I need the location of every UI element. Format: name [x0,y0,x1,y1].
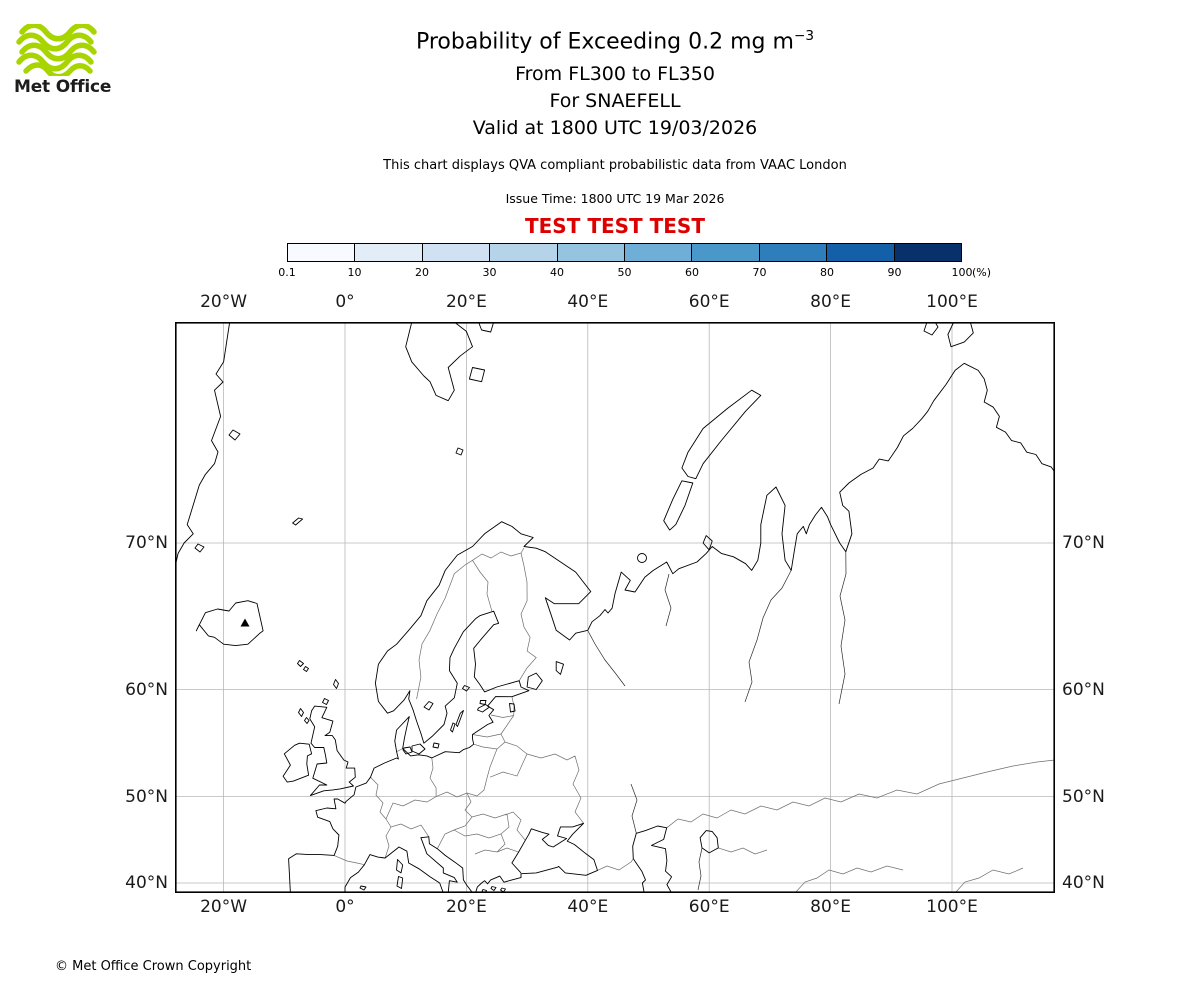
volcano-marker [240,618,250,627]
colorbar-tick-label: 80 [820,266,834,279]
colorbar-tick-label: 0.1 [278,266,296,279]
met-office-logo: Met Office [14,24,124,97]
colorbar-segment [758,244,827,261]
colorbar-tick-label: 50 [617,266,632,279]
coastlines [175,322,1055,893]
flight-levels-subtitle: From FL300 to FL350 [515,63,715,85]
met-office-logo-text: Met Office [14,77,112,97]
colorbar-tick-label: 100 [951,266,973,279]
chart-header: Probability of Exceeding 0.2 mg m−3 From… [175,0,1055,240]
copyright-notice: © Met Office Crown Copyright [55,959,252,974]
lat-label-left: 60°N [125,679,168,700]
colorbar-tick-label: 30 [482,266,497,279]
valid-time-subtitle: Valid at 1800 UTC 19/03/2026 [472,117,758,139]
lon-label-bottom: 100°E [926,897,978,917]
lon-label-bottom: 20°W [200,897,248,917]
lat-label-left: 70°N [125,533,168,553]
colorbar-segment [354,244,422,261]
lon-label-top: 20°E [445,292,487,312]
lon-label-top: 40°E [567,292,609,312]
rivers [587,551,847,891]
qva-description: This chart displays QVA compliant probab… [383,158,847,173]
lat-label-right: 60°N [1062,679,1105,700]
colorbar-segment [893,244,962,261]
lat-label-left: 50°N [125,786,168,807]
colorbar-tick-label: 60 [685,266,699,279]
lon-label-bottom: 20°E [445,897,487,917]
map-canvas [175,322,1055,893]
colorbar-tick-label: 70 [752,266,767,279]
lon-label-bottom: 60°E [688,897,730,917]
colorbar-tick-label: 10 [347,266,362,279]
lon-label-top: 100°E [926,292,978,312]
colorbar-segments [288,244,962,261]
probability-colorbar [287,243,962,262]
colorbar-segment [826,244,894,261]
lat-label-left: 40°N [125,873,168,893]
chart-title-exponent: −3 [793,28,815,44]
map-frame [175,322,1055,893]
graticule-grid [175,322,1055,893]
colorbar-segment [489,244,557,261]
lat-label-right: 50°N [1062,786,1105,807]
lon-label-top: 80°E [810,292,852,312]
met-office-waves-icon [16,24,97,76]
test-banner: TEST TEST TEST [525,214,705,238]
lon-label-top: 60°E [688,292,730,312]
colorbar-ticks: 0.1 10 20 30 40 50 60 70 80 90 100 [278,266,972,280]
country-borders [333,547,1055,893]
lon-label-top: 20°W [200,292,248,312]
lon-label-bottom: 80°E [810,897,852,917]
chart-title: Probability of Exceeding 0.2 mg m−3 [175,28,1055,54]
colorbar-segment [421,244,490,261]
issue-time: Issue Time: 1800 UTC 19 Mar 2026 [505,191,725,206]
colorbar-tick-label: 20 [415,266,429,279]
colorbar-tick-label: 90 [887,266,902,279]
colorbar-segment [691,244,759,261]
colorbar-segment [288,244,355,261]
lat-label-right: 70°N [1062,533,1105,553]
chart-title-text: Probability of Exceeding 0.2 mg m [415,29,794,55]
colorbar-segment [556,244,625,261]
lon-label-bottom: 40°E [567,897,609,917]
colorbar-tick-label: 40 [550,266,564,279]
volcano-subtitle: For SNAEFELL [549,90,681,112]
lon-label-bottom: 0° [335,897,355,917]
colorbar-segment [624,244,692,261]
lat-label-right: 40°N [1062,873,1105,893]
lon-label-top: 0° [335,292,355,312]
colorbar-unit-label: (%) [972,266,992,279]
